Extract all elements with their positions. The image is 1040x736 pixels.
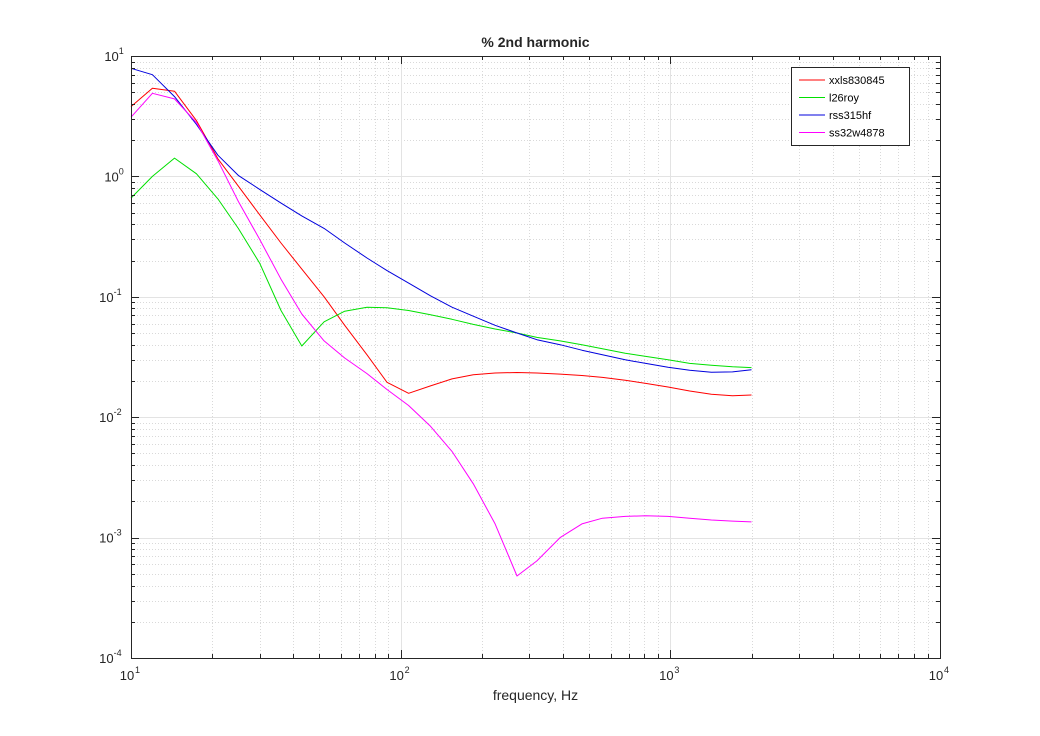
y-tick-exponent: -3 (114, 528, 122, 538)
y-tick-exponent: 1 (119, 46, 124, 56)
x-tick-exponent: 4 (944, 665, 949, 675)
x-tick-labels: 10 1 10 2 10 3 10 4 (120, 665, 949, 683)
x-tick-label: 10 (929, 668, 943, 683)
y-tick-exponent: -2 (114, 407, 122, 417)
axes-box (131, 56, 941, 659)
y-tick-exponent: -1 (114, 287, 122, 297)
legend-label-rss315hf: rss315hf (829, 110, 872, 122)
series-layer (130, 67, 752, 577)
series-line-xxls830845 (130, 87, 752, 397)
y-tick-label: 10 (99, 410, 113, 425)
y-tick-exponent: 0 (119, 166, 124, 176)
series-line-ss32w4878 (130, 92, 752, 577)
y-tick-label: 10 (99, 290, 113, 305)
x-tick-label: 10 (120, 668, 134, 683)
y-tick-label: 10 (99, 531, 113, 546)
legend-label-ss32w4878: ss32w4878 (829, 128, 885, 140)
x-tick-exponent: 3 (674, 665, 679, 675)
plot-area (131, 56, 940, 658)
y-tick-exponent: -4 (114, 648, 122, 658)
legend-label-l26roy: l26roy (829, 93, 859, 105)
y-tick-label: 10 (104, 49, 118, 64)
x-tick-exponent: 2 (405, 665, 410, 675)
y-tick-label: 10 (104, 169, 118, 184)
tick-marks (131, 56, 941, 659)
x-tick-label: 10 (659, 668, 673, 683)
series-line-l26roy (130, 157, 752, 369)
x-tick-label: 10 (389, 668, 403, 683)
legend[interactable]: xxls830845 l26roy rss315hf ss32w4878 (791, 67, 910, 146)
y-tick-label: 10 (99, 651, 113, 666)
legend-label-xxls830845: xxls830845 (829, 75, 885, 87)
series-line-rss315hf (130, 67, 752, 373)
x-axis-label: frequency, Hz (493, 687, 578, 703)
chart-title: % 2nd harmonic (481, 34, 589, 50)
x-tick-exponent: 1 (135, 665, 140, 675)
